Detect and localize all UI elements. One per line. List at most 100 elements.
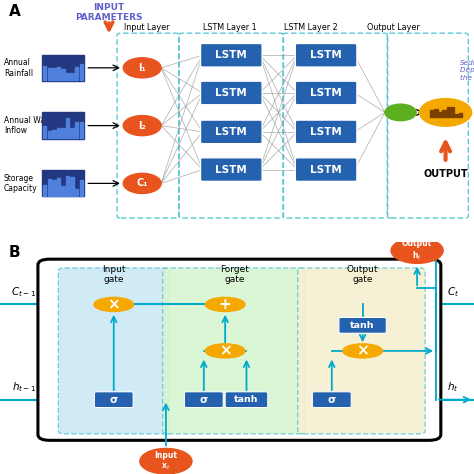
- Bar: [42, 55, 84, 81]
- Bar: [57, 67, 60, 81]
- Text: Output
gate: Output gate: [347, 265, 378, 284]
- Bar: [61, 128, 64, 138]
- Bar: [61, 186, 64, 196]
- Bar: [438, 112, 442, 118]
- Text: I₂: I₂: [138, 120, 146, 131]
- Circle shape: [385, 104, 416, 121]
- Bar: [435, 109, 438, 118]
- Bar: [42, 170, 84, 196]
- FancyBboxPatch shape: [201, 81, 262, 105]
- Text: Annual
Rainfall: Annual Rainfall: [4, 58, 33, 78]
- Bar: [80, 64, 83, 81]
- Ellipse shape: [343, 344, 383, 358]
- Text: $h_{t-1}$: $h_{t-1}$: [11, 380, 36, 394]
- Text: σ: σ: [328, 395, 336, 405]
- Bar: [42, 112, 84, 139]
- FancyBboxPatch shape: [201, 158, 262, 182]
- Bar: [430, 110, 434, 118]
- Text: σ: σ: [109, 395, 118, 405]
- Text: tanh: tanh: [350, 321, 375, 330]
- Bar: [43, 66, 46, 81]
- Bar: [52, 68, 55, 81]
- FancyBboxPatch shape: [295, 158, 357, 182]
- Text: Output Layer: Output Layer: [367, 23, 420, 32]
- Bar: [66, 118, 69, 138]
- Bar: [80, 122, 83, 138]
- Text: LSTM: LSTM: [310, 50, 342, 60]
- Text: LSTM: LSTM: [216, 164, 247, 174]
- Text: OUTPUT: OUTPUT: [423, 169, 468, 179]
- Bar: [48, 179, 51, 196]
- Circle shape: [419, 99, 472, 126]
- Text: B: B: [9, 245, 20, 260]
- Text: Sediments
Deposited Inside
the Reservoir: Sediments Deposited Inside the Reservoir: [460, 60, 474, 81]
- Text: INPUT
PARAMETERS: INPUT PARAMETERS: [75, 2, 143, 22]
- Bar: [455, 114, 458, 118]
- Text: tanh: tanh: [234, 395, 259, 404]
- Text: LSTM Layer 1: LSTM Layer 1: [203, 23, 257, 32]
- FancyBboxPatch shape: [225, 392, 268, 408]
- Bar: [75, 67, 78, 81]
- Bar: [43, 127, 46, 138]
- Text: Input
gate: Input gate: [102, 265, 126, 284]
- Text: $C_t$: $C_t$: [447, 285, 459, 299]
- Text: Forget
gate: Forget gate: [220, 265, 249, 284]
- Text: $h_t$: $h_t$: [447, 380, 458, 394]
- Bar: [48, 68, 51, 81]
- Bar: [75, 189, 78, 196]
- Circle shape: [123, 173, 161, 193]
- Text: LSTM: LSTM: [310, 127, 342, 137]
- Text: ×: ×: [108, 297, 120, 312]
- Bar: [447, 107, 450, 118]
- Text: LSTM: LSTM: [216, 50, 247, 60]
- Circle shape: [123, 58, 161, 78]
- Bar: [71, 73, 74, 81]
- Bar: [80, 180, 83, 196]
- Bar: [57, 128, 60, 138]
- FancyBboxPatch shape: [163, 268, 304, 434]
- Circle shape: [391, 238, 443, 264]
- Text: ×: ×: [219, 343, 231, 358]
- Text: LSTM Layer 2: LSTM Layer 2: [283, 23, 337, 32]
- Bar: [66, 176, 69, 196]
- Text: C₁: C₁: [137, 178, 148, 188]
- Bar: [75, 122, 78, 138]
- Circle shape: [140, 448, 192, 474]
- Text: Storage
Capacity: Storage Capacity: [4, 173, 37, 193]
- Text: σ: σ: [200, 395, 208, 405]
- Ellipse shape: [94, 297, 134, 311]
- Bar: [71, 177, 74, 196]
- FancyBboxPatch shape: [184, 392, 223, 408]
- Ellipse shape: [205, 344, 245, 358]
- Bar: [66, 73, 69, 81]
- FancyBboxPatch shape: [201, 120, 262, 144]
- FancyBboxPatch shape: [94, 392, 133, 408]
- Bar: [451, 107, 454, 118]
- Text: Output
h$_t$: Output h$_t$: [402, 239, 432, 262]
- Text: Input Layer: Input Layer: [124, 23, 170, 32]
- Bar: [57, 178, 60, 196]
- Text: ×: ×: [356, 343, 369, 358]
- FancyBboxPatch shape: [339, 318, 386, 333]
- FancyBboxPatch shape: [58, 268, 169, 434]
- Bar: [443, 110, 446, 118]
- Text: LSTM: LSTM: [216, 88, 247, 98]
- Bar: [48, 131, 51, 138]
- Text: I₁: I₁: [138, 63, 146, 73]
- Bar: [52, 130, 55, 138]
- Bar: [71, 128, 74, 138]
- Text: Annual Water
Inflow: Annual Water Inflow: [4, 116, 56, 135]
- Text: +: +: [219, 297, 231, 312]
- Text: Input
x$_t$: Input x$_t$: [155, 451, 177, 472]
- Text: A: A: [9, 4, 20, 19]
- Text: $C_{t-1}$: $C_{t-1}$: [11, 285, 36, 299]
- FancyBboxPatch shape: [295, 81, 357, 105]
- Text: LSTM: LSTM: [216, 127, 247, 137]
- FancyBboxPatch shape: [38, 259, 441, 440]
- FancyBboxPatch shape: [201, 44, 262, 67]
- Ellipse shape: [205, 297, 245, 311]
- Text: LSTM: LSTM: [310, 88, 342, 98]
- FancyBboxPatch shape: [312, 392, 351, 408]
- Bar: [43, 185, 46, 196]
- Bar: [61, 69, 64, 81]
